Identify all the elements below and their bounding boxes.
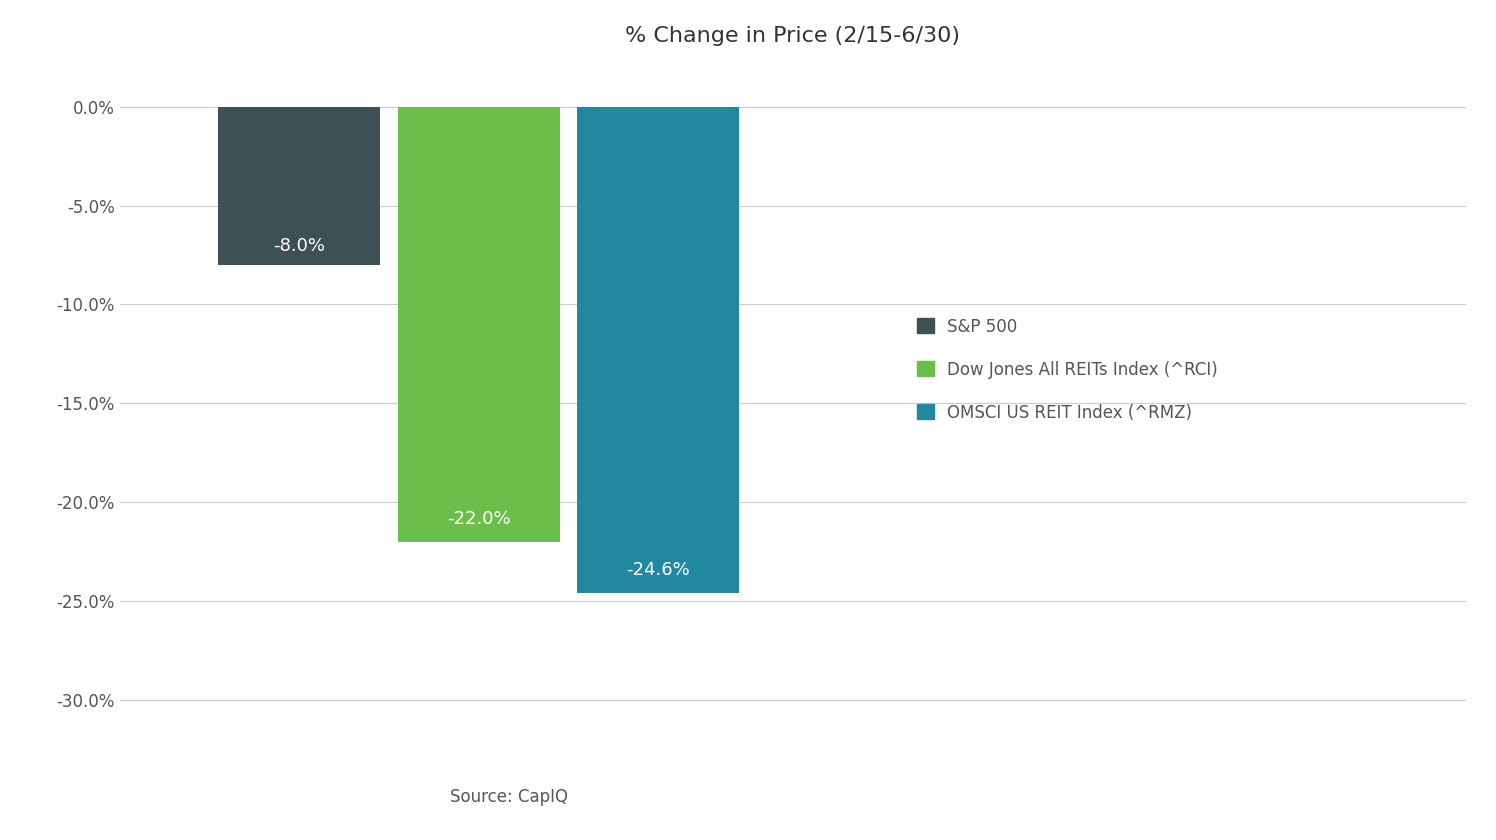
Text: -22.0%: -22.0%	[447, 510, 510, 528]
Bar	[398, 107, 560, 542]
Bar	[218, 107, 380, 265]
Title: % Change in Price (2/15-6/30): % Change in Price (2/15-6/30)	[625, 26, 960, 46]
Text: -8.0%: -8.0%	[274, 237, 325, 255]
Text: Source: CapIQ: Source: CapIQ	[450, 789, 567, 806]
Bar	[577, 107, 739, 593]
Legend: S&P 500, Dow Jones All REITs Index (^RCI), OMSCI US REIT Index (^RMZ): S&P 500, Dow Jones All REITs Index (^RCI…	[910, 309, 1227, 430]
Text: -24.6%: -24.6%	[627, 561, 690, 579]
